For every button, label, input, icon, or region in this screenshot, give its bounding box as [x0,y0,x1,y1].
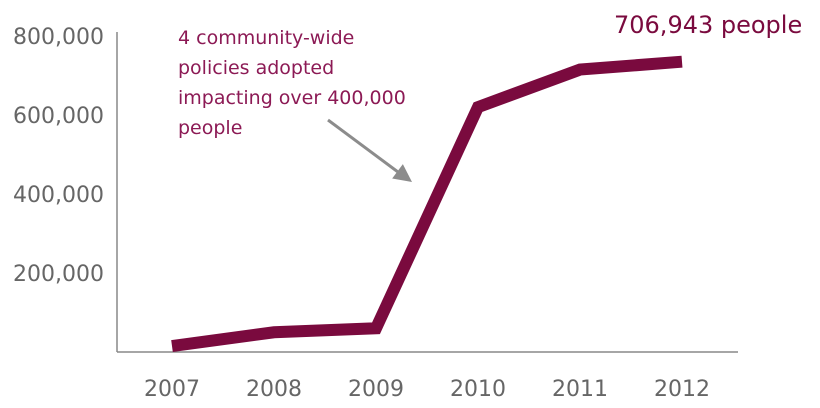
annotation: 4 community-wide policies adopted impact… [178,27,412,182]
y-tick-label: 600,000 [13,104,104,129]
x-tick-label: 2012 [654,377,710,402]
x-tick-label: 2009 [348,377,404,402]
annotation-line-1: 4 community-wide [178,27,354,49]
x-axis-tick-labels: 2007 2008 2009 2010 2011 2012 [144,377,710,402]
series-group [171,55,683,353]
y-tick-label: 800,000 [13,25,104,50]
arrow-shaft [327,118,403,177]
annotation-line-2: policies adopted [178,57,334,79]
arrow-head [392,164,412,182]
series-line [171,55,683,353]
y-tick-label: 400,000 [13,183,104,208]
x-tick-label: 2010 [450,377,506,402]
annotation-line-4: people [178,117,242,139]
y-axis-tick-labels: 200,000 400,000 600,000 800,000 [13,25,104,287]
annotation-line-3: impacting over 400,000 [178,87,406,109]
x-tick-label: 2011 [552,377,608,402]
y-tick-label: 200,000 [13,262,104,287]
annotation-arrow [327,118,412,182]
x-tick-label: 2008 [246,377,302,402]
x-tick-label: 2007 [144,377,200,402]
end-value-label: 706,943 people [614,11,802,39]
